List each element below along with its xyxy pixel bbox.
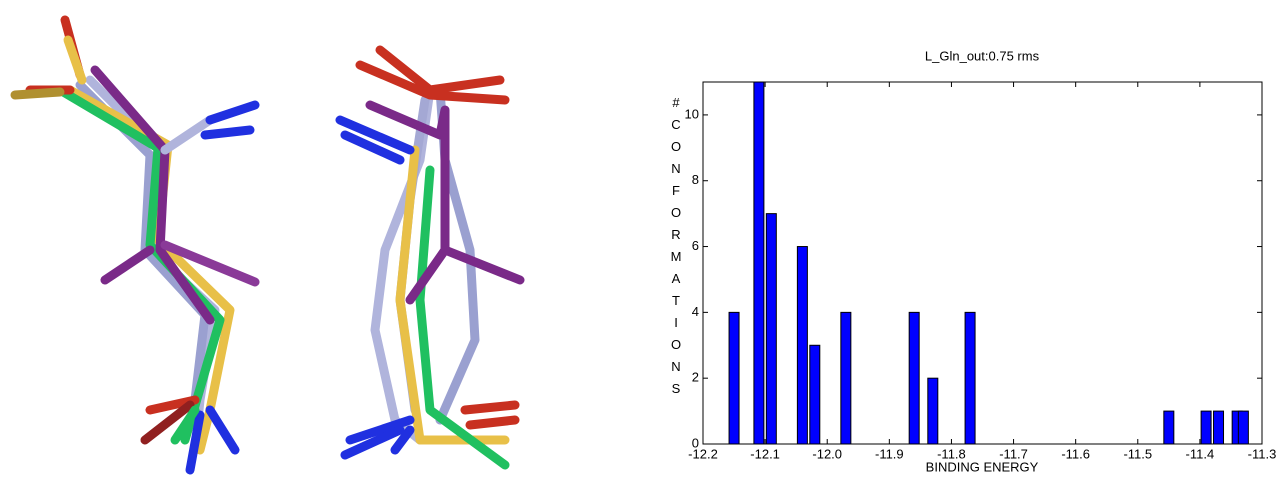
bar [729, 312, 739, 444]
bar [754, 82, 764, 444]
molecule-render [15, 20, 520, 470]
bar [1201, 411, 1211, 444]
x-tick-label: -12.1 [750, 446, 780, 461]
bar [928, 378, 938, 444]
x-tick-label: -11.7 [999, 446, 1028, 461]
y-tick-label: 8 [692, 172, 699, 187]
x-tick-label: -11.3 [1248, 446, 1277, 461]
x-axis-label: BINDING ENERGY [926, 459, 1039, 474]
bar [909, 312, 919, 444]
figure: L_Gln_out:0.75 rms BINDING ENERGY #CONFO… [0, 0, 1283, 479]
bar [965, 312, 975, 444]
bar [1214, 411, 1224, 444]
x-tick-label: -11.5 [1123, 446, 1152, 461]
y-tick-label: 0 [692, 435, 699, 450]
page: L_Gln_out:0.75 rms BINDING ENERGY #CONFO… [0, 0, 1283, 479]
x-tick-label: -11.4 [1186, 446, 1215, 461]
y-tick-label: 10 [685, 106, 699, 121]
x-tick-label: -11.8 [937, 446, 966, 461]
bar [766, 214, 776, 444]
bar [810, 345, 820, 444]
y-tick-label: 2 [692, 370, 699, 385]
chart-title: L_Gln_out:0.75 rms [925, 48, 1040, 63]
bar [841, 312, 851, 444]
x-tick-label: -12.0 [812, 446, 842, 461]
bar [797, 247, 807, 444]
y-tick-label: 4 [692, 304, 699, 319]
bar [1238, 411, 1248, 444]
x-tick-label: -11.6 [1061, 446, 1090, 461]
y-tick-label: 6 [692, 238, 699, 253]
plot-frame [703, 82, 1262, 444]
x-tick-label: -11.9 [875, 446, 904, 461]
bar [1164, 411, 1174, 444]
